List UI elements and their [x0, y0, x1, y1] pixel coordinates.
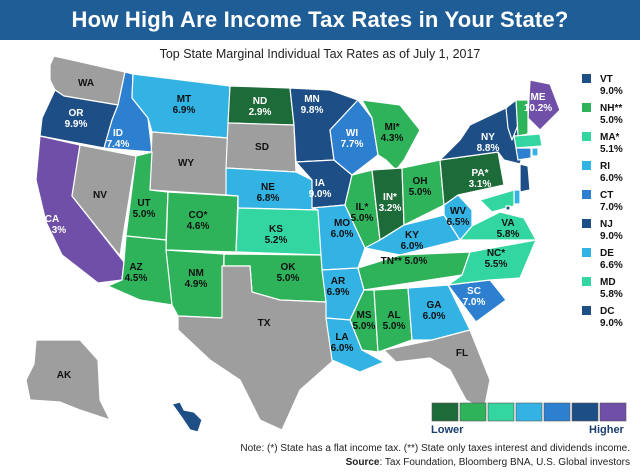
state-hi	[171, 401, 203, 433]
sidebar-state-code: NH**	[600, 103, 622, 114]
sidebar-state-code: DC	[600, 306, 614, 317]
legend-swatch	[487, 402, 515, 422]
legend-swatch	[515, 402, 543, 422]
state-label-wi: WI 7.7%	[341, 128, 364, 150]
state-label-in: IN* 3.2%	[379, 192, 402, 214]
legend-swatch	[543, 402, 571, 422]
state-label-nv: NV	[93, 190, 107, 201]
state-label-pa: PA* 3.1%	[469, 168, 492, 190]
sidebar-swatch	[582, 306, 591, 315]
legend-swatch	[599, 402, 627, 422]
state-al	[373, 287, 413, 353]
footnote: Note: (*) State has a flat income tax. (…	[240, 443, 630, 454]
state-label-id: ID 7.4%	[107, 128, 130, 150]
state-nv	[71, 144, 137, 257]
sidebar-swatch	[582, 103, 591, 112]
state-label-il: IL* 5.0%	[351, 202, 374, 224]
state-label-ks: KS 5.2%	[265, 224, 288, 246]
state-label-tx: TX	[258, 318, 271, 329]
sidebar-swatch	[582, 219, 591, 228]
state-vt	[505, 99, 519, 141]
sidebar-state-rate: 7.0%	[600, 202, 623, 213]
sidebar-state-code: MD	[600, 277, 616, 288]
state-label-ut: UT 5.0%	[133, 198, 156, 220]
state-label-co: CO* 4.6%	[187, 210, 210, 232]
state-label-ky: KY 6.0%	[401, 230, 424, 252]
state-label-nd: ND 2.9%	[249, 96, 272, 118]
legend-swatch	[571, 402, 599, 422]
sidebar-state-rate: 6.6%	[600, 260, 623, 271]
state-nh	[515, 99, 529, 137]
sidebar-swatch	[582, 248, 591, 257]
state-label-ia: IA 9.0%	[309, 178, 332, 200]
state-label-me: ME 10.2%	[524, 92, 552, 114]
state-label-mn: MN 9.8%	[301, 94, 324, 116]
state-label-al: AL 5.0%	[383, 310, 406, 332]
state-label-va: VA 5.8%	[497, 218, 520, 240]
source-label: Source	[345, 457, 380, 468]
state-label-ga: GA 6.0%	[423, 300, 446, 322]
state-label-wy: WY	[178, 158, 194, 169]
sidebar-state-rate: 5.1%	[600, 144, 623, 155]
state-label-or: OR 9.9%	[65, 108, 88, 130]
state-nj	[519, 163, 531, 193]
state-label-ca: CA 13.3%	[38, 214, 66, 236]
source-text: : Tax Foundation, Bloomberg BNA, U.S. Gl…	[379, 457, 631, 468]
state-label-sd: SD	[255, 142, 269, 153]
state-label-ms: MS 5.0%	[353, 310, 376, 332]
state-label-tn: TN** 5.0%	[381, 256, 428, 267]
sidebar-swatch	[582, 190, 591, 199]
state-label-wa: WA	[78, 78, 94, 89]
map-title: How High Are Income Tax Rates in Your St…	[71, 7, 569, 32]
sidebar-state-rate: 9.0%	[600, 231, 623, 242]
sidebar-state-code: NJ	[600, 219, 613, 230]
state-label-mo: MO 6.0%	[331, 218, 354, 240]
state-label-wv: WV 6.5%	[447, 206, 470, 228]
state-label-fl: FL	[456, 348, 468, 359]
state-dc	[505, 205, 511, 211]
sidebar-state-rate: 5.8%	[600, 289, 623, 300]
sidebar-state-code: RI	[600, 161, 610, 172]
state-label-ak: AK	[57, 370, 72, 381]
sidebar-swatch	[582, 74, 591, 83]
state-label-hi: HI 8.3%	[193, 430, 216, 452]
state-label-oh: OH 5.0%	[409, 176, 432, 198]
map-subtitle: Top State Marginal Individual Tax Rates …	[159, 47, 481, 61]
state-label-nm: NM 4.9%	[185, 268, 208, 290]
state-label-ny: NY 8.8%	[477, 132, 500, 154]
state-label-ar: AR 6.9%	[327, 276, 350, 298]
state-label-ne: NE 6.8%	[257, 182, 280, 204]
state-de	[513, 189, 521, 205]
state-label-az: AZ 4.5%	[125, 262, 148, 284]
sidebar-state-rate: 9.0%	[600, 86, 623, 97]
state-ak	[25, 339, 111, 421]
sidebar-state-code: CT	[600, 190, 613, 201]
state-label-la: LA 6.0%	[331, 332, 354, 354]
sidebar-state-code: DE	[600, 248, 614, 259]
legend-swatch	[431, 402, 459, 422]
sidebar-swatch	[582, 161, 591, 170]
sidebar-state-rate: 5.0%	[600, 115, 623, 126]
title-banner	[0, 0, 640, 40]
state-ct	[515, 147, 532, 161]
sidebar-swatch	[582, 277, 591, 286]
sidebar-state-rate: 9.0%	[600, 318, 623, 329]
sidebar-state-rate: 6.0%	[600, 173, 623, 184]
state-ri	[531, 147, 539, 157]
sidebar-state-code: MA*	[600, 132, 620, 143]
state-label-mt: MT 6.9%	[173, 94, 196, 116]
legend-lower-label: Lower	[431, 424, 464, 436]
state-label-mi: MI* 4.3%	[381, 122, 404, 144]
state-label-sc: SC 7.0%	[463, 286, 486, 308]
state-label-ok: OK 5.0%	[277, 262, 300, 284]
sidebar-state-code: VT	[600, 74, 613, 85]
sidebar-swatch	[582, 132, 591, 141]
legend-swatch	[459, 402, 487, 422]
state-label-nc: NC* 5.5%	[485, 248, 508, 270]
state-ma	[513, 133, 543, 149]
legend-higher-label: Higher	[589, 424, 624, 436]
source-line: Source: Tax Foundation, Bloomberg BNA, U…	[346, 457, 630, 468]
state-tx	[177, 265, 335, 431]
